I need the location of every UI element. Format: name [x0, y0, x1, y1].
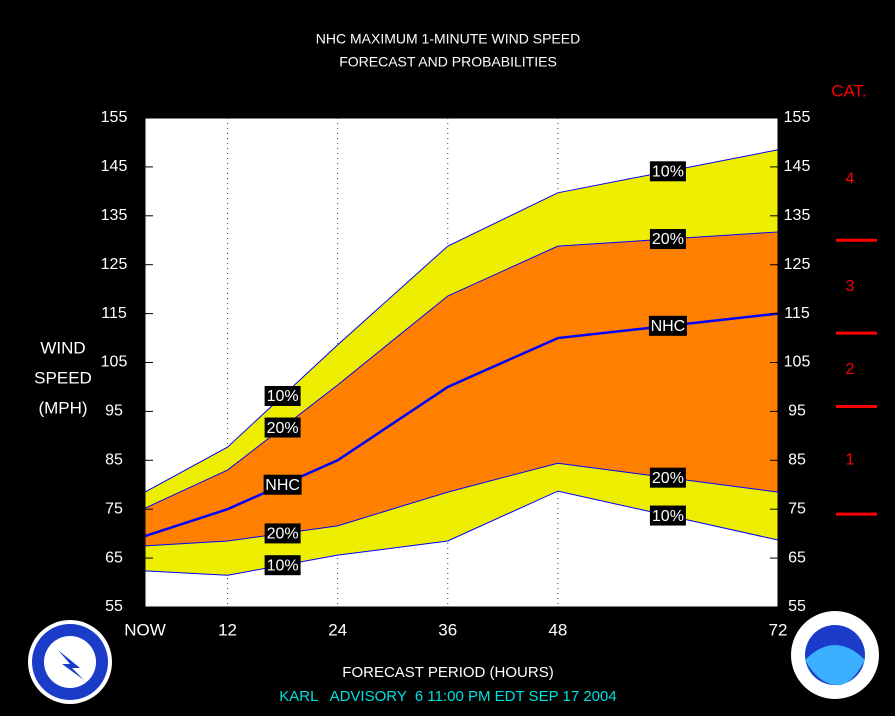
y-tick-label: 105 — [101, 354, 128, 371]
series-label-box — [648, 315, 687, 336]
y-tick-label: 65 — [105, 549, 123, 566]
y-tick-label: 85 — [105, 452, 123, 469]
category-label: 3 — [846, 278, 855, 295]
series-label-box — [263, 474, 302, 495]
noaa-logo — [791, 611, 879, 699]
series-label: 20% — [652, 470, 684, 487]
x-tick-label: 24 — [328, 620, 347, 639]
y-tick-label: 135 — [101, 207, 128, 224]
series-label-box — [264, 385, 301, 406]
y-tick-label: 125 — [101, 256, 128, 273]
y-tick-label-right: 105 — [784, 354, 811, 371]
logo-wave — [805, 645, 865, 686]
y-tick-label-right: 145 — [784, 158, 811, 175]
x-axis-label: FORECAST PERIOD (HOURS) — [342, 664, 553, 681]
series-label-box — [649, 505, 686, 526]
series-label: 10% — [652, 164, 684, 181]
series-line — [144, 462, 779, 547]
series-label: NHC — [651, 318, 686, 335]
y-axis-label: WIND — [40, 338, 85, 357]
y-tick-label-right: 65 — [788, 549, 806, 566]
series-label-box — [264, 417, 301, 438]
logo-bolt — [58, 650, 84, 680]
x-tick-label: 36 — [438, 620, 457, 639]
series-label: 20% — [267, 526, 299, 543]
y-axis-label: SPEED — [34, 368, 92, 387]
series-label-box — [264, 523, 301, 544]
y-tick-label-right: 135 — [784, 207, 811, 224]
y-tick-label: 95 — [105, 403, 123, 420]
y-tick-label-right: 55 — [788, 598, 806, 615]
series-label: 10% — [652, 508, 684, 525]
x-tick-label: NOW — [124, 620, 166, 639]
y-tick-label-right: 115 — [784, 305, 810, 322]
series-label: NHC — [265, 477, 300, 494]
chart-title: NHC MAXIMUM 1-MINUTE WIND SPEED — [316, 31, 580, 47]
y-tick-label: 145 — [101, 158, 128, 175]
category-label: 1 — [846, 452, 855, 469]
x-tick-label: 12 — [218, 620, 237, 639]
series-line — [144, 312, 779, 538]
y-tick-label-right: 95 — [788, 403, 806, 420]
series-label-box — [649, 161, 686, 182]
nws-logo — [28, 620, 112, 704]
footer: KARL ADVISORY 6 11:00 PM EDT SEP 17 2004 — [279, 688, 616, 705]
category-title: CAT. — [831, 81, 867, 100]
y-tick-label: 75 — [105, 500, 123, 517]
category-label: 4 — [846, 170, 855, 187]
y-tick-label-right: 125 — [784, 256, 811, 273]
y-tick-label: 55 — [105, 598, 123, 615]
x-tick-label: 72 — [769, 620, 788, 639]
series-line — [144, 490, 779, 576]
chart-title: FORECAST AND PROBABILITIES — [339, 54, 557, 70]
series-line — [144, 149, 779, 493]
x-tick-label: 48 — [548, 620, 567, 639]
series-label: 10% — [267, 557, 299, 574]
series-label-box — [649, 467, 686, 488]
series-label: 20% — [267, 420, 299, 437]
series-line — [144, 231, 779, 509]
y-tick-label: 155 — [101, 109, 128, 126]
y-tick-label-right: 155 — [784, 109, 811, 126]
inner-band — [145, 231, 778, 546]
series-label: 10% — [267, 388, 299, 405]
y-tick-label: 115 — [101, 305, 127, 322]
series-label-box — [264, 555, 301, 576]
y-tick-label-right: 75 — [788, 500, 806, 517]
category-label: 2 — [846, 361, 855, 378]
y-axis-label: (MPH) — [38, 398, 87, 417]
y-tick-label-right: 85 — [788, 452, 806, 469]
series-label-box — [649, 229, 686, 250]
series-label: 20% — [652, 231, 684, 248]
